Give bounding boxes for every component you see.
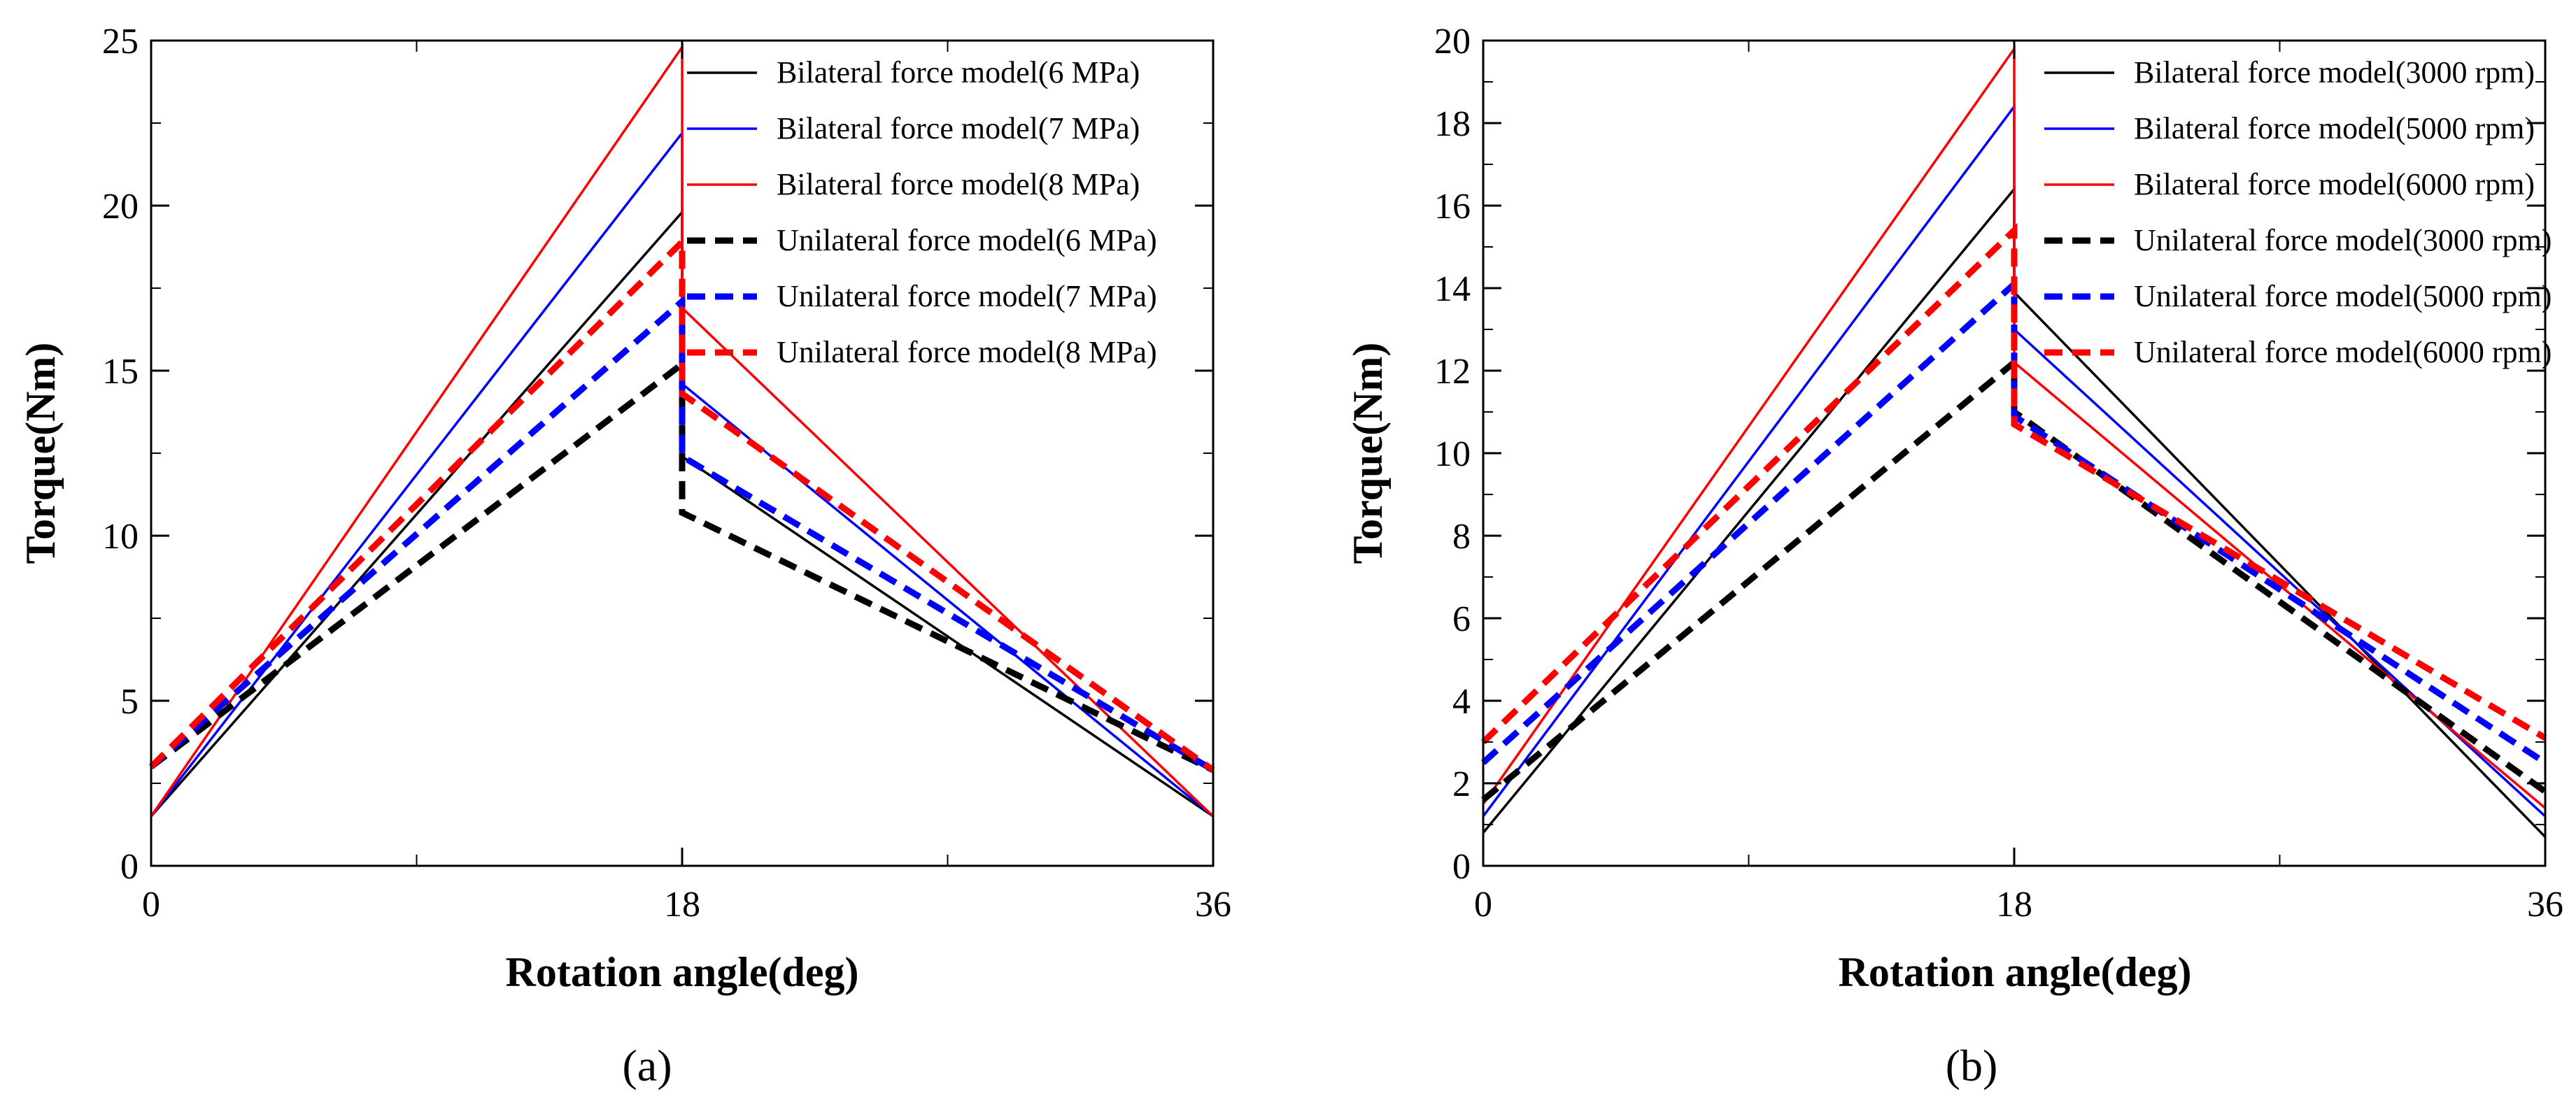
y-axis-title-a: Torque(Nm) [17, 343, 64, 564]
x-tick-label: 36 [1195, 885, 1231, 925]
panel-b: 0 2 4 6 8 10 12 14 16 18 20 0 18 36 Bilateral force m… [1345, 22, 2563, 1090]
x-axis-title-a: Rotation angle(deg) [506, 949, 859, 995]
legend-label: Unilateral force model(6 MPa) [777, 223, 1157, 257]
y-tick-label: 12 [1434, 352, 1471, 392]
series-line-a-2 [150, 43, 1215, 818]
y-tick-label: 16 [1434, 187, 1471, 227]
y-tick-label: 10 [102, 517, 139, 557]
legend-label: Unilateral force model(5000 rpm) [2134, 279, 2552, 313]
ticks-a: 0 5 10 15 20 25 0 18 36 [102, 22, 1231, 925]
legend-a: Bilateral force model(6 MPa) Bilateral fo… [687, 55, 1157, 369]
legend-label: Bilateral force model(6000 rpm) [2134, 167, 2535, 201]
y-tick-label: 18 [1434, 104, 1471, 144]
series-line-b-4 [1480, 276, 2547, 766]
series-line-b-5 [1480, 222, 2547, 745]
legend-label: Unilateral force model(8 MPa) [777, 335, 1157, 369]
plot-lines-a [148, 43, 1215, 818]
panel-label-b: (b) [1946, 1041, 1998, 1090]
y-tick-label: 0 [1452, 847, 1471, 887]
series-line-a-5 [148, 234, 1215, 773]
ticks-b: 0 2 4 6 8 10 12 14 16 18 20 0 18 36 [1434, 22, 2563, 925]
y-tick-label: 15 [102, 352, 139, 392]
y-tick-label: 8 [1452, 517, 1471, 557]
y-tick-label: 20 [1434, 22, 1471, 62]
x-tick-label: 18 [1996, 885, 2032, 925]
panel-a: 0 5 10 15 20 25 0 18 36 Bilateral force model(6 … [17, 22, 1231, 1090]
x-tick-label: 36 [2527, 885, 2563, 925]
y-tick-label: 4 [1452, 682, 1471, 722]
x-tick-label: 18 [664, 885, 700, 925]
y-tick-label: 10 [1434, 434, 1471, 474]
y-axis-title-b: Torque(Nm) [1345, 343, 1391, 564]
y-tick-label: 5 [120, 682, 139, 722]
plot-lines-b [1480, 45, 2547, 838]
panel-label-a: (a) [622, 1041, 672, 1090]
y-tick-label: 0 [120, 847, 139, 887]
legend-b: Bilateral force model(3000 rpm) Bilateral… [2044, 55, 2552, 369]
legend-label: Unilateral force model(3000 rpm) [2134, 223, 2552, 257]
legend-label: Bilateral force model(5000 rpm) [2134, 111, 2535, 145]
y-tick-label: 6 [1452, 599, 1471, 639]
legend-label: Bilateral force model(6 MPa) [777, 55, 1140, 90]
series-line-b-2 [1482, 45, 2547, 809]
legend-label: Unilateral force model(6000 rpm) [2134, 335, 2552, 369]
x-tick-label: 0 [142, 885, 160, 925]
x-axis-title-b: Rotation angle(deg) [1839, 949, 2192, 995]
y-tick-label: 14 [1434, 269, 1471, 309]
legend-label: Bilateral force model(3000 rpm) [2134, 55, 2535, 90]
legend-label: Unilateral force model(7 MPa) [777, 279, 1157, 313]
y-tick-label: 2 [1452, 764, 1471, 804]
legend-label: Bilateral force model(8 MPa) [777, 167, 1140, 201]
y-tick-label: 25 [102, 22, 139, 62]
x-tick-label: 0 [1474, 885, 1492, 925]
y-tick-label: 20 [102, 187, 139, 227]
legend-label: Bilateral force model(7 MPa) [777, 111, 1140, 145]
